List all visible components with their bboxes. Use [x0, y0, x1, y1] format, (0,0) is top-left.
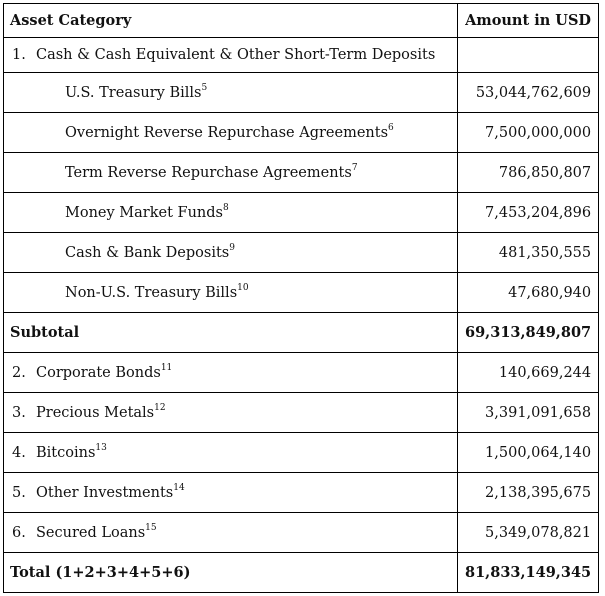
footnote-ref: 14 [173, 482, 185, 493]
item-label: Term Reverse Repurchase Agreements [65, 164, 352, 181]
table-row: 4. Bitcoins13 1,500,064,140 [3, 432, 600, 473]
item-cell: 4. Bitcoins13 [3, 432, 458, 473]
amount-cell: 140,669,244 [456, 352, 600, 393]
table-row: Overnight Reverse Repurchase Agreements6… [3, 112, 600, 153]
asset-table: Asset Category Amount in USD 1. Cash & Ca… [3, 3, 600, 593]
item-number: 3. [12, 404, 26, 421]
subtotal-row: Subtotal 69,313,849,807 [3, 312, 600, 353]
item-label: Secured Loans [36, 524, 146, 541]
item-label: Precious Metals [36, 404, 155, 421]
footnote-ref: 5 [201, 82, 208, 93]
footnote-ref: 11 [160, 362, 173, 373]
amount-cell: 7,500,000,000 [456, 112, 600, 153]
footnote-ref: 8 [223, 202, 229, 213]
item-number: 2. [12, 364, 26, 381]
header-row: Asset Category Amount in USD [3, 3, 600, 38]
footnote-ref: 6 [388, 122, 394, 133]
item-cell: 6. Secured Loans15 [3, 512, 458, 553]
table-row: Money Market Funds8 7,453,204,896 [3, 192, 600, 233]
amount-cell: 1,500,064,140 [456, 432, 600, 473]
item-cell: 5. Other Investments14 [3, 472, 458, 513]
amount-cell: 7,453,204,896 [456, 192, 600, 233]
item-label: Overnight Reverse Repurchase Agreements [65, 124, 389, 141]
table-row: U.S. Treasury Bills5 53,044,762,609 [3, 72, 600, 113]
total-row: Total (1+2+3+4+5+6) 81,833,149,345 [3, 552, 600, 593]
sub-item-cell: Term Reverse Repurchase Agreements7 [3, 152, 458, 193]
item-number: 5. [12, 484, 26, 501]
item-number: 1. [12, 47, 26, 63]
sub-item-cell: U.S. Treasury Bills5 [3, 72, 458, 113]
empty-amount-cell [456, 37, 600, 73]
amount-cell: 2,138,395,675 [456, 472, 600, 513]
item-label: Corporate Bonds [36, 364, 161, 381]
table-row: Non-U.S. Treasury Bills10 47,680,940 [3, 272, 600, 313]
amount-cell: 786,850,807 [456, 152, 600, 193]
footnote-ref: 12 [154, 402, 166, 413]
amount-cell: 481,350,555 [456, 232, 600, 273]
item-label: Cash & Cash Equivalent & Other Short-Ter… [36, 47, 436, 63]
total-label: Total (1+2+3+4+5+6) [3, 552, 458, 593]
table-row: Cash & Bank Deposits9 481,350,555 [3, 232, 600, 273]
sub-item-cell: Money Market Funds8 [3, 192, 458, 233]
footnote-ref: 15 [145, 522, 157, 533]
table-row: 5. Other Investments14 2,138,395,675 [3, 472, 600, 513]
item-label: Cash & Bank Deposits [65, 244, 230, 261]
footnote-ref: 9 [229, 242, 235, 253]
item-number: 4. [12, 444, 26, 461]
sub-item-cell: Non-U.S. Treasury Bills10 [3, 272, 458, 313]
table-row: 6. Secured Loans15 5,349,078,821 [3, 512, 600, 553]
item-number: 6. [12, 524, 26, 541]
section-row: 1. Cash & Cash Equivalent & Other Short-T… [3, 37, 600, 73]
table-row: Term Reverse Repurchase Agreements7 786,… [3, 152, 600, 193]
header-asset-category: Asset Category [3, 3, 458, 38]
item-label: U.S. Treasury Bills [65, 84, 202, 101]
header-amount-usd: Amount in USD [456, 3, 600, 38]
subtotal-amount: 69,313,849,807 [456, 312, 600, 353]
item-label: Non-U.S. Treasury Bills [65, 284, 238, 301]
amount-cell: 5,349,078,821 [456, 512, 600, 553]
table-row: 3. Precious Metals12 3,391,091,658 [3, 392, 600, 433]
item-label: Bitcoins [36, 444, 96, 461]
subtotal-label: Subtotal [3, 312, 458, 353]
footnote-ref: 10 [237, 282, 249, 293]
sub-item-cell: Overnight Reverse Repurchase Agreements6 [3, 112, 458, 153]
footnote-ref: 7 [351, 162, 358, 173]
amount-cell: 3,391,091,658 [456, 392, 600, 433]
item-label: Other Investments [36, 484, 174, 501]
section-label-cell: 1. Cash & Cash Equivalent & Other Short-T… [3, 37, 458, 73]
sub-item-cell: Cash & Bank Deposits9 [3, 232, 458, 273]
total-amount: 81,833,149,345 [456, 552, 600, 593]
item-cell: 3. Precious Metals12 [3, 392, 458, 433]
amount-cell: 47,680,940 [456, 272, 600, 313]
item-label: Money Market Funds [65, 204, 223, 221]
table-row: 2. Corporate Bonds11 140,669,244 [3, 352, 600, 393]
item-cell: 2. Corporate Bonds11 [3, 352, 458, 393]
amount-cell: 53,044,762,609 [456, 72, 600, 113]
footnote-ref: 13 [95, 442, 107, 453]
